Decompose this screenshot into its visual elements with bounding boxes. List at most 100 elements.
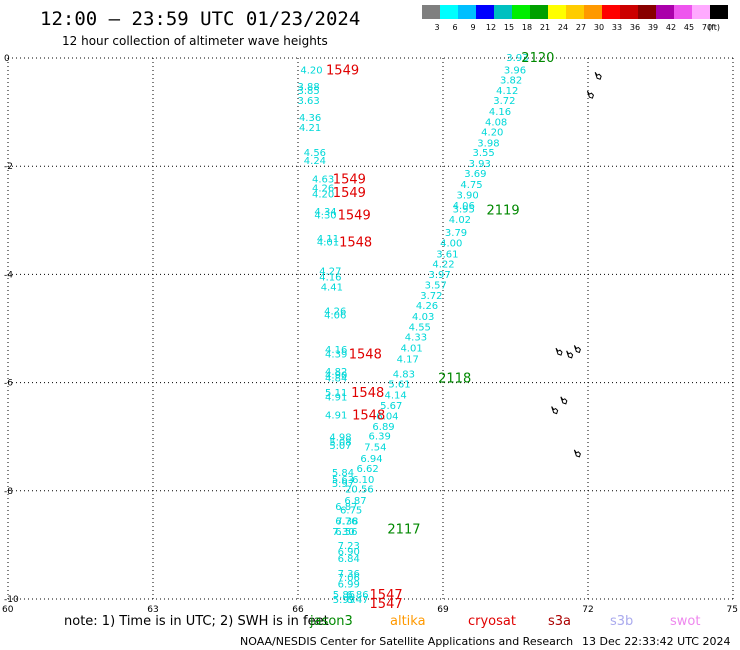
wave-height-value: 4.20 — [481, 128, 503, 139]
wave-height-value: 5.86 — [333, 590, 355, 601]
wave-height-value: 6.87 — [335, 502, 357, 513]
legend-label: 42 — [666, 23, 676, 32]
wave-height-value: 4.14 — [385, 391, 407, 402]
lat-tick-label: -8 — [4, 487, 13, 497]
left-track: 4.203.883.853.634.364.214.564.244.634.26… — [298, 65, 369, 606]
wave-height-value: 6.90 — [338, 547, 360, 558]
island-outline — [551, 406, 559, 415]
wave-height-value: 5.97 — [332, 479, 354, 490]
wave-height-value: 3.96 — [504, 65, 526, 76]
lon-tick-label: 69 — [437, 605, 449, 615]
wave-height-value: 3.72 — [493, 96, 515, 107]
map-subtitle: 12 hour collection of altimeter wave hei… — [62, 34, 328, 48]
wave-height-value: 3.79 — [445, 228, 467, 239]
wave-height-value: 3.90 — [457, 190, 479, 201]
wave-height-value: 4.16 — [319, 273, 341, 284]
wave-height-value: 5.84 — [332, 468, 354, 479]
wave-height-value: 4.21 — [299, 123, 321, 134]
wave-height-value: 4.83 — [393, 369, 415, 380]
legend-label: 33 — [612, 23, 622, 32]
island-outline — [555, 347, 563, 356]
wave-height-value: 4.56 — [304, 148, 326, 159]
wave-height-value: 7.06 — [338, 573, 360, 584]
wave-height-value: 3.55 — [472, 148, 494, 159]
pass-time-label: 2118 — [438, 372, 471, 387]
wave-height-value: 6.87 — [344, 496, 366, 507]
wave-height-value: 4.16 — [325, 345, 347, 356]
island-outline — [594, 71, 602, 80]
legend-label: 36 — [630, 23, 640, 32]
wave-height-value: 3.98 — [477, 138, 499, 149]
wave-height-value: 4.75 — [460, 180, 482, 191]
legend-label: 45 — [684, 23, 694, 32]
wave-height-value: 3.88 — [298, 82, 320, 93]
legend-swatch — [620, 5, 638, 19]
legend-label: 3 — [434, 23, 439, 32]
legend-label: 27 — [576, 23, 586, 32]
legend-label: 9 — [470, 23, 475, 32]
lat-tick-label: -2 — [4, 162, 13, 172]
wave-height-value: 4.02 — [449, 215, 471, 226]
wave-height-value: 4.63 — [312, 175, 334, 186]
island-outlines — [551, 71, 602, 458]
wave-height-value: 4.90 — [325, 370, 347, 381]
wave-height-value: 3.69 — [464, 169, 486, 180]
wave-height-value: 7.30 — [332, 527, 354, 538]
wave-height-value: 7.38 — [336, 517, 358, 528]
wave-height-value: 6.99 — [338, 579, 360, 590]
wave-height-value: 4.82 — [325, 367, 347, 378]
wave-height-value: 3.82 — [500, 76, 522, 87]
wave-height-value: 3.63 — [298, 96, 320, 107]
legend-label: 24 — [558, 23, 568, 32]
diagonal-track: 3.933.963.824.123.724.164.084.203.983.55… — [332, 53, 528, 538]
satellite-legend: jason3 altika cryosat s3a s3b swot — [309, 614, 700, 629]
pass-time-label: 1549 — [333, 173, 366, 188]
color-legend: 3 6 9 12 15 18 21 24 27 30 33 36 39 42 45 70(ft) — [422, 5, 728, 32]
satellite-cryosat: cryosat — [468, 614, 516, 629]
satellite-s3b: s3b — [610, 614, 633, 629]
legend-swatch — [548, 5, 566, 19]
lon-tick-label: 72 — [582, 605, 593, 615]
wave-height-value: 4.36 — [299, 113, 321, 124]
wave-height-value: 6.47 — [346, 595, 368, 606]
plot-area: 60 63 66 69 72 750-2-4-6-8-10 4.203.883.853.6… — [2, 51, 738, 615]
lon-tick-label: 66 — [292, 605, 304, 615]
wave-height-value: 4.03 — [412, 312, 434, 323]
legend-label: 70 — [702, 23, 712, 32]
legend-swatch — [494, 5, 512, 19]
wave-height-value: 4.33 — [405, 333, 427, 344]
wave-height-value: 4.55 — [409, 322, 431, 333]
legend-swatch — [512, 5, 530, 19]
wave-height-value: 6.56 — [335, 527, 357, 538]
legend-swatch — [602, 5, 620, 19]
wave-height-value: 4.17 — [397, 354, 419, 365]
legend-swatch — [440, 5, 458, 19]
wave-height-value: 6.89 — [372, 422, 394, 433]
island-outline — [573, 449, 581, 458]
legend-label: 15 — [504, 23, 514, 32]
legend-label: (ft) — [708, 23, 720, 32]
note-text: note: 1) Time is in UTC; 2) SWH is in fe… — [64, 614, 329, 629]
lat-tick-label: -6 — [4, 379, 13, 389]
island-outline — [566, 350, 574, 359]
wave-height-value: 5.63 — [332, 475, 354, 486]
map-title: 12:00 – 23:59 UTC 01/23/2024 — [40, 8, 360, 30]
legend-swatch — [530, 5, 548, 19]
lon-tick-label: 75 — [727, 605, 738, 615]
wave-height-value: 4.16 — [489, 107, 511, 118]
legend-swatch — [584, 5, 602, 19]
wave-height-value: 4.26 — [416, 301, 438, 312]
pass-time-label: 1548 — [351, 386, 384, 401]
footer-org: NOAA/NESDIS Center for Satellite Applica… — [240, 635, 573, 648]
wave-height-value: 5.11 — [325, 388, 347, 399]
pass-time-label: 1548 — [339, 235, 372, 250]
legend-label: 30 — [594, 23, 604, 32]
pass-time-label: 2117 — [387, 523, 420, 538]
pass-time-label: 1549 — [326, 63, 359, 78]
wave-height-value: 4.20 — [300, 65, 322, 76]
legend-label: 12 — [486, 23, 496, 32]
island-outline — [586, 90, 594, 99]
legend-swatch — [674, 5, 692, 19]
